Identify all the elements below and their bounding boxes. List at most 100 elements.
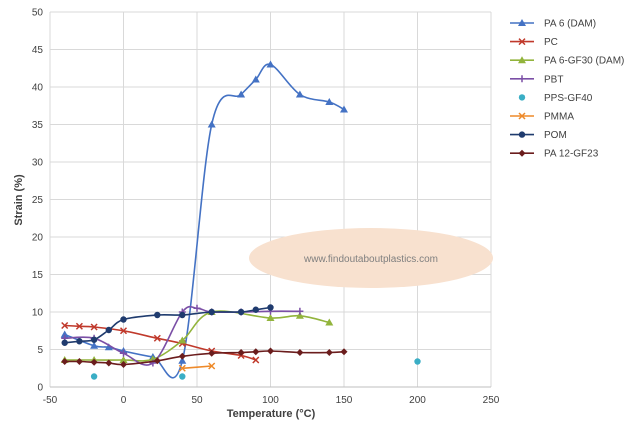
data-point-pc	[153, 334, 161, 342]
x-tick-label: 0	[121, 395, 127, 406]
data-point-pa-6-gf30-dam	[295, 311, 304, 319]
data-point-pom	[154, 311, 161, 319]
data-point-pa-12-gf23	[252, 348, 260, 356]
y-tick-labels: 0 5 10 15 20 25 30 35 40 45 50	[32, 8, 44, 394]
data-point-pa-6-dam	[178, 356, 187, 364]
legend-label: POM	[544, 130, 567, 141]
data-point-pa-12-gf23	[340, 348, 348, 356]
y-tick-label: 15	[32, 270, 44, 281]
data-point-pa-12-gf23	[61, 358, 69, 365]
legend-item-pa-6-gf30-dam: PA 6-GF30 (DAM)	[510, 56, 624, 67]
data-point-pom	[90, 336, 98, 343]
data-point-pc	[119, 327, 128, 335]
data-point-pa-12-gf23	[105, 359, 113, 367]
data-point-pa-6-dam	[295, 90, 304, 98]
legend-marker	[518, 94, 526, 101]
series-line-pmma	[182, 365, 212, 370]
watermark: www.findoutaboutplastics.com	[249, 228, 493, 288]
data-point-pom	[61, 339, 68, 346]
legend-marker	[518, 131, 526, 138]
data-point-pa-6-dam	[207, 120, 216, 128]
data-point-pc	[61, 321, 69, 330]
legend-label: PMMA	[544, 112, 574, 123]
x-tick-label: 50	[191, 395, 203, 406]
watermark-ellipse	[249, 228, 493, 288]
legend-item-pmma: PMMA	[510, 112, 574, 123]
data-point-pom	[76, 338, 83, 345]
y-tick-label: 40	[32, 83, 44, 94]
data-point-pa-12-gf23	[75, 358, 83, 365]
y-tick-label: 50	[32, 8, 44, 19]
legend-label: PA 12-GF23	[544, 149, 599, 160]
data-point-pom	[252, 306, 259, 313]
series-pa-6-gf30-dam	[60, 308, 334, 363]
data-point-pa-12-gf23	[325, 349, 333, 356]
series-layer	[60, 60, 421, 380]
data-point-pa-6-gf30-dam	[325, 318, 334, 326]
data-point-pbt	[296, 307, 304, 315]
legend: PA 6 (DAM) PC PA 6-GF30 (DAM) PBT PPS-GF40 PM…	[510, 19, 624, 160]
data-point-pbt	[120, 349, 127, 357]
data-point-pa-12-gf23	[237, 349, 245, 356]
data-point-pps-gf40	[90, 373, 98, 380]
x-tick-labels: -50 0 50 100 150 200 250	[43, 395, 500, 406]
data-point-pa-6-dam	[237, 90, 246, 98]
legend-item-pbt: PBT	[510, 74, 563, 85]
data-point-pc	[75, 322, 83, 330]
series-pps-gf40	[90, 358, 421, 380]
data-point-pa-6-dam	[60, 330, 69, 338]
data-point-pom	[208, 308, 215, 316]
legend-label: PBT	[544, 74, 563, 85]
data-point-pa-12-gf23	[208, 349, 216, 357]
series-pom	[61, 304, 274, 346]
gridlines	[49, 11, 492, 388]
data-point-pa-12-gf23	[178, 352, 186, 360]
data-point-pmma	[178, 364, 186, 372]
legend-item-pps-gf40: PPS-GF40	[518, 93, 593, 104]
y-tick-label: 25	[32, 195, 44, 206]
data-point-pa-12-gf23	[90, 358, 98, 366]
data-point-pa-6-gf30-dam	[266, 314, 275, 321]
data-point-pa-6-dam	[266, 60, 275, 68]
data-point-pps-gf40	[179, 373, 186, 380]
legend-marker	[518, 75, 526, 83]
data-point-pa-6-dam	[104, 343, 113, 351]
legend-label: PA 6 (DAM)	[544, 19, 596, 30]
legend-marker	[518, 149, 526, 157]
data-point-pom	[267, 304, 274, 311]
legend-label: PC	[544, 37, 558, 48]
y-tick-label: 35	[32, 120, 44, 131]
legend-marker	[518, 112, 526, 120]
y-tick-label: 20	[32, 233, 44, 244]
y-tick-label: 10	[32, 308, 44, 319]
legend-marker	[518, 56, 526, 64]
data-point-pa-12-gf23	[296, 349, 304, 356]
data-point-pa-12-gf23	[120, 361, 127, 368]
data-point-pc	[90, 323, 98, 331]
legend-item-pc: PC	[510, 37, 558, 48]
x-tick-label: 250	[483, 395, 500, 406]
x-tick-label: -50	[43, 395, 58, 406]
legend-label: PA 6-GF30 (DAM)	[544, 56, 624, 67]
legend-marker	[518, 38, 526, 46]
series-pmma	[178, 362, 216, 372]
data-point-pbt	[193, 304, 201, 312]
data-point-pmma	[208, 362, 216, 370]
x-axis-title: Temperature (°C)	[227, 408, 316, 420]
y-tick-label: 30	[32, 158, 44, 169]
data-point-pps-gf40	[414, 358, 421, 365]
y-tick-label: 5	[37, 345, 43, 356]
y-axis-title: Strain (%)	[13, 174, 25, 226]
legend-item-pom: POM	[510, 130, 567, 141]
y-tick-label: 0	[37, 383, 43, 394]
data-point-pc	[252, 356, 260, 364]
data-point-pom	[237, 308, 245, 316]
data-point-pa-6-dam	[325, 98, 334, 105]
y-tick-label: 45	[32, 45, 44, 56]
legend-item-pa-12-gf23: PA 12-GF23	[510, 149, 599, 160]
data-point-pa-6-gf30-dam	[178, 336, 187, 344]
x-tick-label: 100	[262, 395, 279, 406]
x-tick-label: 200	[409, 395, 426, 406]
data-point-pom	[179, 311, 186, 319]
